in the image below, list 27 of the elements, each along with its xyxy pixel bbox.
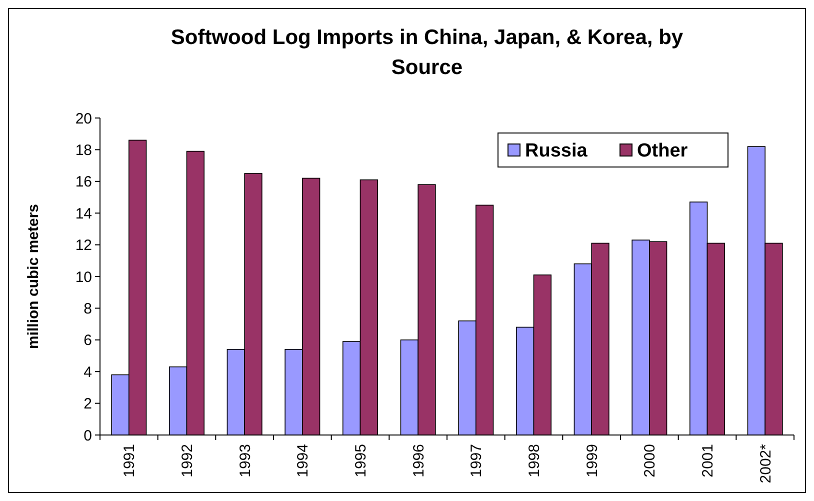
- chart-title: Softwood Log Imports in China, Japan, & Korea, by Source: [170, 26, 684, 79]
- x-tick-label: 2002*: [757, 444, 774, 484]
- y-tick-label: 12: [75, 237, 92, 254]
- x-tick-label: 1997: [468, 444, 486, 478]
- y-tick-label: 2: [84, 396, 92, 413]
- x-tick-label: 1991: [121, 444, 138, 478]
- y-tick-label: 10: [75, 268, 92, 286]
- x-tick-label: 2001: [700, 444, 716, 478]
- y-tick-label: 0: [84, 427, 92, 444]
- y-tick-label: 8: [84, 300, 92, 318]
- y-tick-label: 16: [75, 174, 92, 191]
- y-tick-label: 4: [84, 364, 92, 381]
- x-tick-label: 1992: [179, 444, 196, 478]
- x-tick-label: 2000: [642, 444, 659, 478]
- x-tick-label: 1995: [352, 444, 370, 478]
- x-tick-label: 1994: [294, 444, 312, 478]
- y-axis-title: million cubic meters: [25, 204, 42, 350]
- x-tick-label: 1999: [584, 444, 601, 478]
- x-tick-label: 1993: [236, 444, 254, 478]
- y-tick-label: 6: [84, 332, 92, 350]
- y-tick-label: 18: [75, 142, 92, 159]
- x-tick-label: 1996: [410, 444, 428, 478]
- y-tick-label: 14: [75, 205, 92, 222]
- y-tick-label: 20: [75, 110, 92, 128]
- legend-label: Russia: [525, 140, 588, 162]
- x-tick-label: 1998: [526, 444, 543, 478]
- legend-label: Other: [637, 140, 688, 162]
